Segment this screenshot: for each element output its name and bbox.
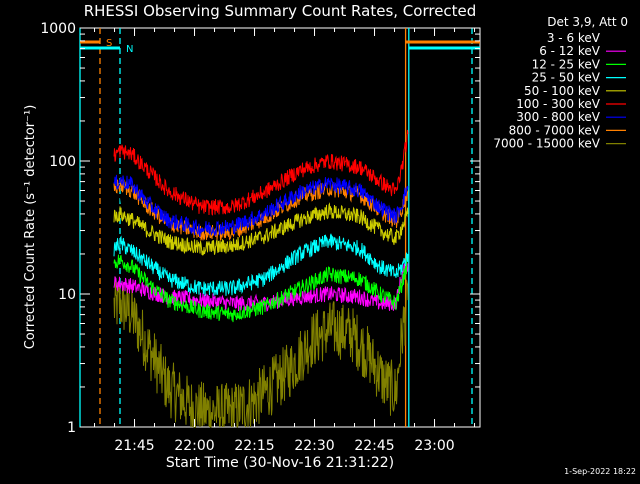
legend-title: Det 3,9, Att 0: [547, 15, 628, 29]
y-axis-ticks: 1 10 100 1000: [40, 21, 480, 436]
y-tick-label: 10: [58, 287, 76, 303]
series-line-0: [113, 188, 403, 215]
x-tick-label: 22:45: [354, 438, 394, 454]
legend-entry-label: 50 - 100 keV: [524, 84, 601, 98]
flag-label-N: N: [126, 44, 133, 55]
vertical-markers: [79, 28, 473, 427]
x-axis-label: Start Time (30-Nov-16 21:31:22): [166, 455, 394, 471]
legend-entry-label: 3 - 6 keV: [547, 31, 601, 45]
legend-entry-label: 7000 - 15000 keV: [493, 137, 600, 151]
x-tick-label: 22:00: [174, 438, 214, 454]
y-tick-label: 100: [49, 154, 76, 170]
legend-entry-label: 800 - 7000 keV: [509, 123, 601, 137]
x-tick-label: 22:15: [234, 438, 274, 454]
y-tick-label: 1: [67, 420, 76, 436]
series-line-5: [113, 129, 409, 216]
x-tick-label: 23:00: [414, 438, 454, 454]
y-axis-label: Corrected Count Rate (s⁻¹ detector⁻¹): [23, 105, 38, 350]
series-line-4: [113, 202, 409, 257]
flag-label-S: S: [106, 38, 112, 49]
legend-entry-label: 6 - 12 keV: [539, 44, 601, 58]
legend-entry-label: 25 - 50 keV: [532, 71, 601, 85]
series-line-8: [113, 276, 409, 428]
x-axis-ticks: 21:45 22:00 22:15 22:30 22:45 23:00: [94, 28, 476, 454]
series-line-3: [113, 233, 409, 297]
series-line-6: [113, 174, 409, 238]
flag-bars: SN: [80, 38, 480, 55]
series-lines: [113, 129, 409, 428]
x-tick-label: 21:45: [114, 438, 154, 454]
y-tick-label: 1000: [40, 21, 76, 37]
chart-title: RHESSI Observing Summary Count Rates, Co…: [84, 2, 477, 20]
plot-area: SN 21:45 22:00 22:15 22:30 22:45 23:00 110100…: [40, 21, 481, 454]
legend-entry-label: 12 - 25 keV: [532, 57, 601, 71]
series-line-2: [113, 254, 409, 323]
x-tick-label: 22:30: [294, 438, 334, 454]
footer-date: 1-Sep-2022 18:22: [564, 467, 636, 476]
legend-entry-label: 100 - 300 keV: [516, 97, 600, 111]
legend-entry-label: 300 - 800 keV: [516, 110, 600, 124]
